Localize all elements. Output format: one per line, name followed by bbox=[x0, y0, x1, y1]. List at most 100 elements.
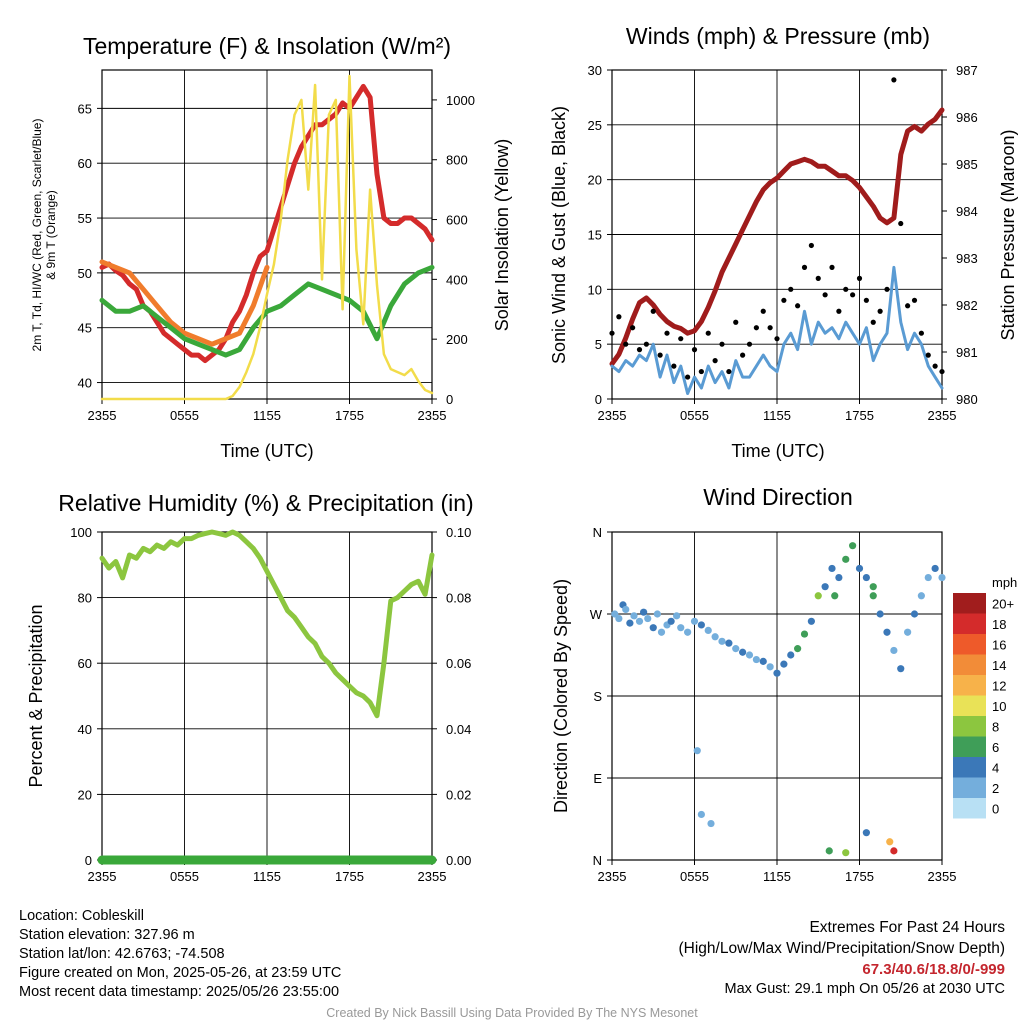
direction-point bbox=[725, 639, 733, 647]
legend-label: 18 bbox=[992, 617, 1006, 632]
winds-plot: 2355 0555 1155 1755 235505101520253098098198… bbox=[588, 63, 978, 423]
x-tick-label: 0555 bbox=[170, 869, 199, 884]
direction-point bbox=[890, 847, 898, 855]
direction-point bbox=[667, 617, 675, 625]
gust-point bbox=[726, 368, 732, 375]
created-text: Figure created on Mon, 2025-05-26, at 23… bbox=[19, 965, 342, 981]
gust-point bbox=[740, 352, 746, 358]
direction-point bbox=[615, 614, 623, 623]
gust-point bbox=[760, 308, 766, 314]
ylabel-temperature-left-1: 2m T, Td, HI/WC (Red, Green, Scarlet/Blu… bbox=[30, 119, 44, 352]
y2-tick-label: 0.00 bbox=[446, 853, 471, 868]
legend-swatch bbox=[953, 716, 986, 737]
direction-point bbox=[673, 612, 681, 620]
legend-swatch bbox=[953, 798, 986, 819]
x-tick-label: 2355 bbox=[88, 408, 117, 423]
direction-point bbox=[869, 583, 877, 591]
xlabel-temperature: Time (UTC) bbox=[220, 441, 313, 461]
gust-point bbox=[685, 374, 691, 380]
direction-point bbox=[759, 657, 767, 665]
x-tick-label: 2355 bbox=[88, 869, 117, 884]
y2-tick-label: 400 bbox=[446, 272, 468, 287]
legend-label: 2 bbox=[992, 781, 999, 796]
extremes-values: 67.3/40.6/18.8/0/-999 bbox=[862, 961, 1005, 978]
ylabel-direction-left: Direction (Colored By Speed) bbox=[551, 579, 571, 813]
gust-point bbox=[905, 303, 911, 309]
direction-point bbox=[842, 555, 850, 563]
legend-swatch bbox=[953, 613, 986, 634]
x-tick-label: 1755 bbox=[845, 408, 874, 423]
credit-text: Created By Nick Bassill Using Data Provi… bbox=[326, 1006, 698, 1020]
gust-point bbox=[925, 352, 931, 358]
elevation-text: Station elevation: 327.96 m bbox=[19, 927, 195, 943]
direction-point bbox=[707, 819, 715, 828]
gust-point bbox=[678, 336, 684, 342]
y2-tick-label: 980 bbox=[956, 392, 978, 407]
y-tick-label: 0 bbox=[85, 853, 92, 868]
direction-point bbox=[869, 592, 877, 600]
plot-frame bbox=[611, 531, 943, 861]
gust-point bbox=[884, 286, 890, 292]
y-tick-label: 5 bbox=[595, 337, 602, 352]
legend-swatch bbox=[953, 654, 986, 675]
y-tick-label: 65 bbox=[78, 101, 92, 116]
y2-tick-label: 0.06 bbox=[446, 656, 471, 671]
direction-point bbox=[649, 624, 657, 632]
legend-label: 12 bbox=[992, 678, 1006, 693]
legend-label: 14 bbox=[992, 658, 1006, 673]
direction-point bbox=[677, 624, 685, 632]
legend-label: 8 bbox=[992, 719, 999, 734]
x-tick-label: 1755 bbox=[335, 869, 364, 884]
series-solar-insolation bbox=[100, 74, 434, 401]
series-station-pressure bbox=[609, 107, 945, 367]
y-tick-label: 20 bbox=[588, 173, 602, 188]
direction-point bbox=[630, 612, 638, 620]
y-tick-label: 50 bbox=[78, 266, 92, 281]
panel-title-winds: Winds (mph) & Pressure (mb) bbox=[626, 23, 930, 49]
direction-point bbox=[704, 626, 712, 635]
gust-point bbox=[788, 286, 794, 292]
gust-point bbox=[733, 319, 739, 325]
gust-point bbox=[630, 325, 636, 331]
x-tick-label: 2355 bbox=[928, 869, 957, 884]
y-tick-label: 30 bbox=[588, 63, 602, 78]
direction-point bbox=[931, 564, 939, 573]
direction-legend-title: mph bbox=[992, 575, 1017, 590]
station-info: Location: Cobleskill Station elevation: … bbox=[19, 907, 341, 1002]
y-tick-label: 55 bbox=[78, 211, 92, 226]
y-tick-label: 60 bbox=[78, 656, 92, 671]
direction-point bbox=[657, 628, 666, 636]
gust-point bbox=[918, 330, 924, 336]
y-tick-label: 45 bbox=[78, 321, 92, 336]
y2-tick-label: 0 bbox=[446, 392, 453, 407]
gust-point bbox=[753, 325, 759, 331]
y2-tick-label: 1000 bbox=[446, 93, 475, 108]
gust-point bbox=[898, 220, 904, 227]
temperature-plot: 2355 0555 1155 1755 2355 40 45 50 55 60 65 0 200 400 6… bbox=[78, 69, 475, 423]
y2-tick-label: 985 bbox=[956, 157, 978, 172]
direction-point bbox=[697, 621, 705, 629]
y2-tick-label: 986 bbox=[956, 110, 978, 125]
direction-point bbox=[745, 651, 754, 659]
direction-point bbox=[794, 645, 802, 653]
direction-point bbox=[690, 617, 699, 625]
x-tick-label: 1755 bbox=[845, 869, 874, 884]
y-tick-label: N bbox=[593, 525, 602, 540]
gust-point bbox=[932, 363, 938, 369]
direction-point bbox=[897, 665, 905, 673]
direction-point bbox=[849, 542, 857, 550]
recent-data-text: Most recent data timestamp: 2025/05/26 2… bbox=[19, 984, 340, 1000]
x-tick-label: 0555 bbox=[680, 408, 709, 423]
direction-point bbox=[876, 610, 884, 618]
direction-point bbox=[787, 651, 795, 659]
y-tick-label: 80 bbox=[78, 591, 92, 606]
direction-point bbox=[780, 660, 788, 668]
x-tick-label: 2355 bbox=[418, 408, 447, 423]
direction-point bbox=[732, 645, 740, 653]
y2-tick-label: 987 bbox=[956, 63, 978, 78]
y2-tick-label: 983 bbox=[956, 251, 978, 266]
direction-point bbox=[910, 610, 919, 618]
gust-point bbox=[671, 363, 677, 369]
ylabel-winds-right: Station Pressure (Maroon) bbox=[998, 129, 1018, 340]
y2-tick-label: 0.08 bbox=[446, 591, 471, 606]
